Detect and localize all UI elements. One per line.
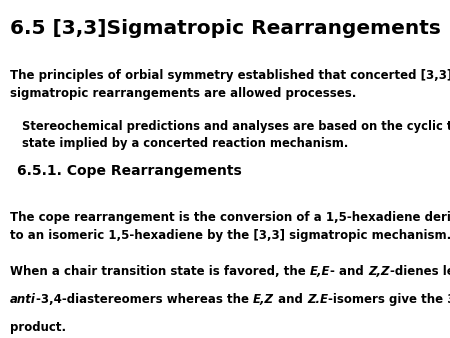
Text: product.: product.	[10, 321, 66, 334]
Text: The principles of orbial symmetry established that concerted [3,3]
sigmatropic r: The principles of orbial symmetry establ…	[10, 69, 450, 100]
Text: -isomers give the 3,4-: -isomers give the 3,4-	[328, 293, 450, 306]
Text: Z.E: Z.E	[307, 293, 328, 306]
Text: anti: anti	[10, 293, 36, 306]
Text: - and: - and	[330, 265, 368, 278]
Text: Stereochemical predictions and analyses are based on the cyclic transition
state: Stereochemical predictions and analyses …	[22, 120, 450, 150]
Text: E,E: E,E	[310, 265, 330, 278]
Text: -3,4-diastereomers whereas the: -3,4-diastereomers whereas the	[36, 293, 253, 306]
Text: Z,Z: Z,Z	[368, 265, 390, 278]
Text: -dienes lead to: -dienes lead to	[390, 265, 450, 278]
Text: E,Z: E,Z	[253, 293, 274, 306]
Text: 6.5.1. Cope Rearrangements: 6.5.1. Cope Rearrangements	[17, 164, 242, 178]
Text: The cope rearrangement is the conversion of a 1,5-hexadiene derivatives
to an is: The cope rearrangement is the conversion…	[10, 211, 450, 242]
Text: and: and	[274, 293, 307, 306]
Text: 6.5 [3,3]Sigmatropic Rearrangements: 6.5 [3,3]Sigmatropic Rearrangements	[9, 19, 441, 38]
Text: When a chair transition state is favored, the: When a chair transition state is favored…	[10, 265, 310, 278]
